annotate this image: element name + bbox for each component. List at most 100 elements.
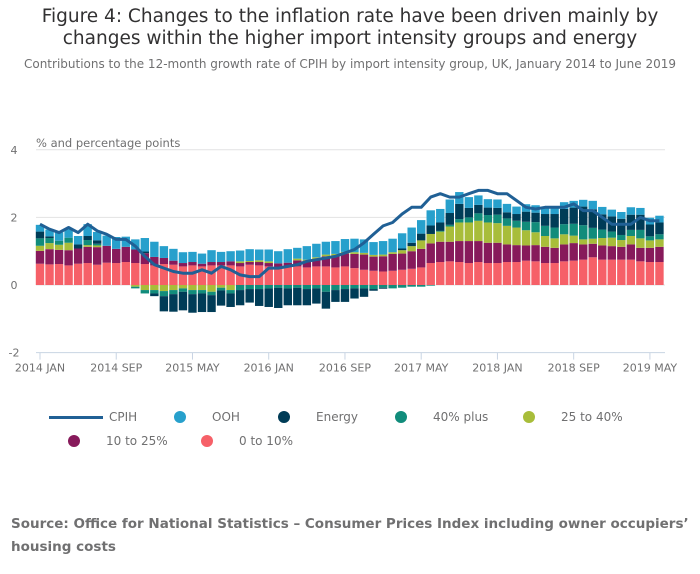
bar-segment-energy xyxy=(188,294,197,313)
bar-segment-10-to-25- xyxy=(636,247,645,262)
bar-segment-10-to-25- xyxy=(407,251,416,269)
bar-segment-energy xyxy=(645,224,655,237)
bar-segment-25-to-40- xyxy=(579,239,588,245)
bar-segment-40-plus xyxy=(178,288,188,292)
bar-segment-10-to-25- xyxy=(274,263,283,268)
bar-segment-25-to-40- xyxy=(293,258,302,261)
bar-segment-ooh xyxy=(636,207,645,215)
bar-segment-0-to-10- xyxy=(102,262,111,285)
bar-segment-0-to-10- xyxy=(407,268,416,285)
bar-segment-10-to-25- xyxy=(378,256,388,272)
bar-segment-0-to-10- xyxy=(579,259,588,285)
bar-segment-25-to-40- xyxy=(455,222,464,242)
bar-segment-ooh xyxy=(121,236,130,247)
bar-segment-25-to-40- xyxy=(607,237,616,247)
bar-segment-10-to-25- xyxy=(436,241,445,263)
bar-segment-ooh xyxy=(293,247,302,259)
bar-segment-ooh xyxy=(369,242,378,255)
bar-segment-ooh xyxy=(350,238,359,253)
bar-segment-0-to-10- xyxy=(512,262,521,285)
legend-item-25-to-40[interactable]: 25 to 40% xyxy=(523,407,623,427)
legend-label: CPIH xyxy=(109,410,138,424)
bar-segment-0-to-10- xyxy=(645,262,655,285)
bar-segment-0-to-10- xyxy=(588,257,597,285)
bar-segment-energy xyxy=(626,214,636,230)
bar-segment-40-plus xyxy=(455,219,464,223)
bar-segment-ooh xyxy=(493,199,502,208)
y-axis-ticks: -2 0 2 4 xyxy=(9,144,20,360)
legend-dot-icon xyxy=(174,411,186,423)
bar-segment-10-to-25- xyxy=(588,243,597,258)
legend-item-0-to-10[interactable]: 0 to 10% xyxy=(201,431,293,451)
bar-segment-ooh xyxy=(83,224,92,236)
y-axis-label: % and percentage points xyxy=(36,136,180,150)
bar-segment-0-to-10- xyxy=(169,264,178,285)
bar-segment-energy xyxy=(293,287,302,306)
bar-segment-ooh xyxy=(207,250,216,263)
bar-segment-25-to-40- xyxy=(521,230,531,246)
bar-segment-25-to-40- xyxy=(531,232,540,246)
bar-segment-0-to-10- xyxy=(483,263,493,285)
bar-segment-25-to-40- xyxy=(540,235,550,247)
bar-segment-energy xyxy=(502,212,512,219)
bar-segment-energy xyxy=(464,207,474,218)
bar-segment-10-to-25- xyxy=(559,244,569,262)
bar-segment-0-to-10- xyxy=(140,264,150,285)
bar-segment-40-plus xyxy=(312,285,321,289)
legend-item-40-plus[interactable]: 40% plus xyxy=(395,407,488,427)
bar-segment-10-to-25- xyxy=(64,250,73,266)
bar-segment-25-to-40- xyxy=(350,252,359,254)
bar-segment-25-to-40- xyxy=(655,239,664,247)
bar-segment-energy xyxy=(73,244,83,249)
bar-segment-energy xyxy=(245,289,254,303)
bar-segment-40-plus xyxy=(197,290,207,294)
bar-segment-10-to-25- xyxy=(569,243,578,261)
bar-segment-ooh xyxy=(245,249,254,262)
legend-item-energy[interactable]: Energy xyxy=(278,407,358,427)
legend-item-cpih[interactable]: CPIH xyxy=(49,407,137,427)
bar-segment-energy xyxy=(274,287,283,308)
bar-segment-10-to-25- xyxy=(340,253,350,267)
bar-segment-10-to-25- xyxy=(140,253,150,265)
bar-segment-10-to-25- xyxy=(102,245,111,263)
bar-segment-10-to-25- xyxy=(464,241,474,264)
bar-segment-0-to-10- xyxy=(540,263,550,285)
bar-segment-energy xyxy=(598,214,607,230)
bar-segment-10-to-25- xyxy=(283,262,292,267)
bar-segment-energy xyxy=(254,289,264,306)
bar-segment-0-to-10- xyxy=(636,261,645,285)
bar-segment-40-plus xyxy=(169,290,178,295)
y-tick-label: -2 xyxy=(9,347,20,360)
chart-subtitle: Contributions to the 12-month growth rat… xyxy=(23,57,676,71)
bar-segment-ooh xyxy=(359,239,369,253)
cpih-line-group xyxy=(39,188,660,279)
bar-segment-40-plus xyxy=(607,231,616,238)
bar-segment-ooh xyxy=(436,208,445,223)
bar-segment-10-to-25- xyxy=(226,261,235,266)
bar-segment-0-to-10- xyxy=(188,265,197,285)
bar-segment-25-to-40- xyxy=(436,231,445,242)
bar-segment-0-to-10- xyxy=(83,263,92,285)
bar-segment-ooh xyxy=(102,235,111,246)
bar-segment-energy xyxy=(150,293,159,297)
bar-segment-energy xyxy=(483,207,493,216)
legend-item-ooh[interactable]: OOH xyxy=(174,407,240,427)
bar-segment-energy xyxy=(312,288,321,304)
bar-segment-25-to-40- xyxy=(54,244,64,250)
bar-segment-10-to-25- xyxy=(83,246,92,264)
legend-dot-icon xyxy=(523,411,535,423)
bar-segment-40-plus xyxy=(254,285,264,290)
bar-segment-0-to-10- xyxy=(293,266,302,285)
bar-segment-10-to-25- xyxy=(54,249,64,265)
bar-segment-25-to-40- xyxy=(150,285,159,291)
bar-segment-10-to-25- xyxy=(245,262,254,265)
bar-segment-energy xyxy=(207,295,216,313)
legend-item-10-to-25[interactable]: 10 to 25% xyxy=(68,431,168,451)
x-tick-label: 2014 SEP xyxy=(90,362,142,375)
y-tick-label: 4 xyxy=(11,144,18,157)
bar-segment-40-plus xyxy=(388,285,397,289)
bar-segment-0-to-10- xyxy=(321,266,331,285)
bar-segment-10-to-25- xyxy=(521,245,531,261)
bar-segment-10-to-25- xyxy=(197,263,207,267)
bar-segment-0-to-10- xyxy=(607,259,616,285)
